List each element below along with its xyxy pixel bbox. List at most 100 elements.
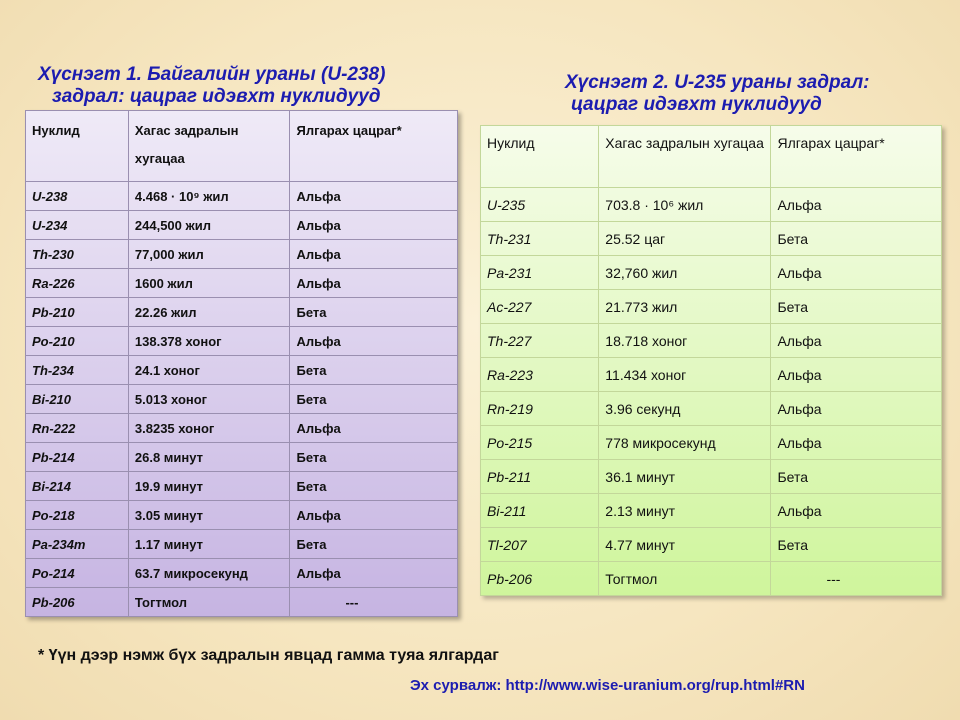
half-life-cell: 5.013 хоног <box>127 384 291 414</box>
radiation-cell: Альфа <box>770 425 942 460</box>
nuclide-cell: Ra-223 <box>479 357 600 392</box>
radiation-cell: Альфа <box>770 323 942 358</box>
table-row: U-234 244,500 жил Альфа <box>25 210 458 240</box>
radiation-cell: Альфа <box>770 357 942 392</box>
table-row: Pb-214 26.8 минут Бета <box>25 442 458 472</box>
nuclide-cell: Po-214 <box>25 558 129 588</box>
nuclide-cell: Pb-214 <box>25 442 129 472</box>
nuclide-cell: Th-230 <box>25 239 129 269</box>
radiation-cell: Альфа <box>289 268 458 298</box>
radiation-cell: Альфа <box>770 187 942 222</box>
nuclide-cell: Po-218 <box>25 500 129 530</box>
half-life-cell: 4.468 · 10⁹ жил <box>127 181 291 211</box>
header-row: Нуклид Хагас задралын хугацаа Ялгарах цацр… <box>25 110 458 182</box>
radiation-cell: Альфа <box>770 391 942 426</box>
nuclide-cell: Pb-206 <box>25 587 129 617</box>
half-life-cell: 77,000 жил <box>127 239 291 269</box>
nuclide-cell: U-234 <box>25 210 129 240</box>
nuclide-cell: Pb-206 <box>479 561 600 596</box>
radiation-cell: Бета <box>289 442 458 472</box>
nuclide-cell: Bi-211 <box>479 493 600 528</box>
radiation-cell: Альфа <box>289 500 458 530</box>
table-row: Pa-231 32,760 жил Альфа <box>479 255 942 290</box>
nuclide-cell: Pb-211 <box>479 459 600 494</box>
nuclide-cell: U-235 <box>479 187 600 222</box>
column-header: Ялгарах цацраг* <box>289 110 458 182</box>
table-u238-chain: Нуклид Хагас задралын хугацаа Ялгарах цацр… <box>25 110 458 617</box>
nuclide-cell: Pa-234m <box>25 529 129 559</box>
table-row: Rn-219 3.96 секунд Альфа <box>479 391 942 426</box>
half-life-cell: 138.378 хоног <box>127 326 291 356</box>
radiation-cell: --- <box>289 587 458 617</box>
radiation-cell: Бета <box>770 289 942 324</box>
radiation-cell: --- <box>770 561 942 596</box>
table-row: Ra-223 11.434 хоног Альфа <box>479 357 942 392</box>
radiation-cell: Альфа <box>289 239 458 269</box>
half-life-cell: 11.434 хоног <box>598 357 772 392</box>
half-life-cell: 1600 жил <box>127 268 291 298</box>
nuclide-cell: Ac-227 <box>479 289 600 324</box>
half-life-cell: 2.13 минут <box>598 493 772 528</box>
nuclide-cell: Pa-231 <box>479 255 600 290</box>
radiation-cell: Альфа <box>289 326 458 356</box>
half-life-cell: 22.26 жил <box>127 297 291 327</box>
half-life-cell: 21.773 жил <box>598 289 772 324</box>
table-row: Pb-206 Тогтмол --- <box>479 561 942 596</box>
table-row: Bi-214 19.9 минут Бета <box>25 471 458 501</box>
table-row: Po-210 138.378 хоног Альфа <box>25 326 458 356</box>
nuclide-cell: Rn-219 <box>479 391 600 426</box>
table-row: Bi-210 5.013 хоног Бета <box>25 384 458 414</box>
half-life-cell: 3.96 секунд <box>598 391 772 426</box>
column-header: Ялгарах цацраг* <box>770 125 942 188</box>
table-row: U-235 703.8 · 10⁶ жил Альфа <box>479 187 942 222</box>
nuclide-cell: U-238 <box>25 181 129 211</box>
radiation-cell: Альфа <box>289 558 458 588</box>
table-row: Th-231 25.52 цаг Бета <box>479 221 942 256</box>
half-life-cell: 1.17 минут <box>127 529 291 559</box>
radiation-cell: Альфа <box>770 493 942 528</box>
radiation-cell: Бета <box>289 384 458 414</box>
source-link[interactable]: Эх сурвалж: http://www.wise-uranium.org/… <box>410 677 805 694</box>
half-life-cell: 26.8 минут <box>127 442 291 472</box>
nuclide-cell: Th-227 <box>479 323 600 358</box>
table-row: Ra-226 1600 жил Альфа <box>25 268 458 298</box>
table-row: Ac-227 21.773 жил Бета <box>479 289 942 324</box>
half-life-cell: 18.718 хоног <box>598 323 772 358</box>
header-row: Нуклид Хагас задралын хугацаа Ялгарах цацр… <box>479 125 942 188</box>
radiation-cell: Бета <box>770 221 942 256</box>
half-life-cell: 36.1 минут <box>598 459 772 494</box>
half-life-cell: 3.05 минут <box>127 500 291 530</box>
table-row: Po-218 3.05 минут Альфа <box>25 500 458 530</box>
column-header: Нуклид <box>25 110 129 182</box>
footnote: * Үүн дээр нэмж бүх задралын явцад гамма… <box>38 647 499 664</box>
nuclide-cell: Ra-226 <box>25 268 129 298</box>
table-row: Bi-211 2.13 минут Альфа <box>479 493 942 528</box>
half-life-cell: 24.1 хоног <box>127 355 291 385</box>
half-life-cell: 4.77 минут <box>598 527 772 562</box>
table2-title-line2: цацраг идэвхт нуклидууд <box>571 94 822 115</box>
nuclide-cell: Bi-210 <box>25 384 129 414</box>
radiation-cell: Бета <box>770 459 942 494</box>
nuclide-cell: Po-210 <box>25 326 129 356</box>
table-row: Tl-207 4.77 минут Бета <box>479 527 942 562</box>
half-life-cell: 25.52 цаг <box>598 221 772 256</box>
half-life-cell: 703.8 · 10⁶ жил <box>598 187 772 222</box>
table1-title-line1: Хүснэгт 1. Байгалийн ураны (U-238) <box>38 64 386 85</box>
column-header: Нуклид <box>479 125 600 188</box>
radiation-cell: Альфа <box>289 413 458 443</box>
table-row: Po-215 778 микросекунд Альфа <box>479 425 942 460</box>
table2-title-line1: Хүснэгт 2. U-235 ураны задрал: <box>565 72 870 93</box>
table-row: Pb-210 22.26 жил Бета <box>25 297 458 327</box>
table-row: Pb-211 36.1 минут Бета <box>479 459 942 494</box>
column-header: Хагас задралын хугацаа <box>598 125 772 188</box>
radiation-cell: Альфа <box>289 210 458 240</box>
radiation-cell: Альфа <box>770 255 942 290</box>
table-row: Po-214 63.7 микросекунд Альфа <box>25 558 458 588</box>
half-life-cell: 32,760 жил <box>598 255 772 290</box>
table-row: Th-234 24.1 хоног Бета <box>25 355 458 385</box>
half-life-cell: 19.9 минут <box>127 471 291 501</box>
table-u235-chain: Нуклид Хагас задралын хугацаа Ялгарах цацр… <box>479 125 942 596</box>
radiation-cell: Бета <box>289 529 458 559</box>
nuclide-cell: Po-215 <box>479 425 600 460</box>
nuclide-cell: Bi-214 <box>25 471 129 501</box>
